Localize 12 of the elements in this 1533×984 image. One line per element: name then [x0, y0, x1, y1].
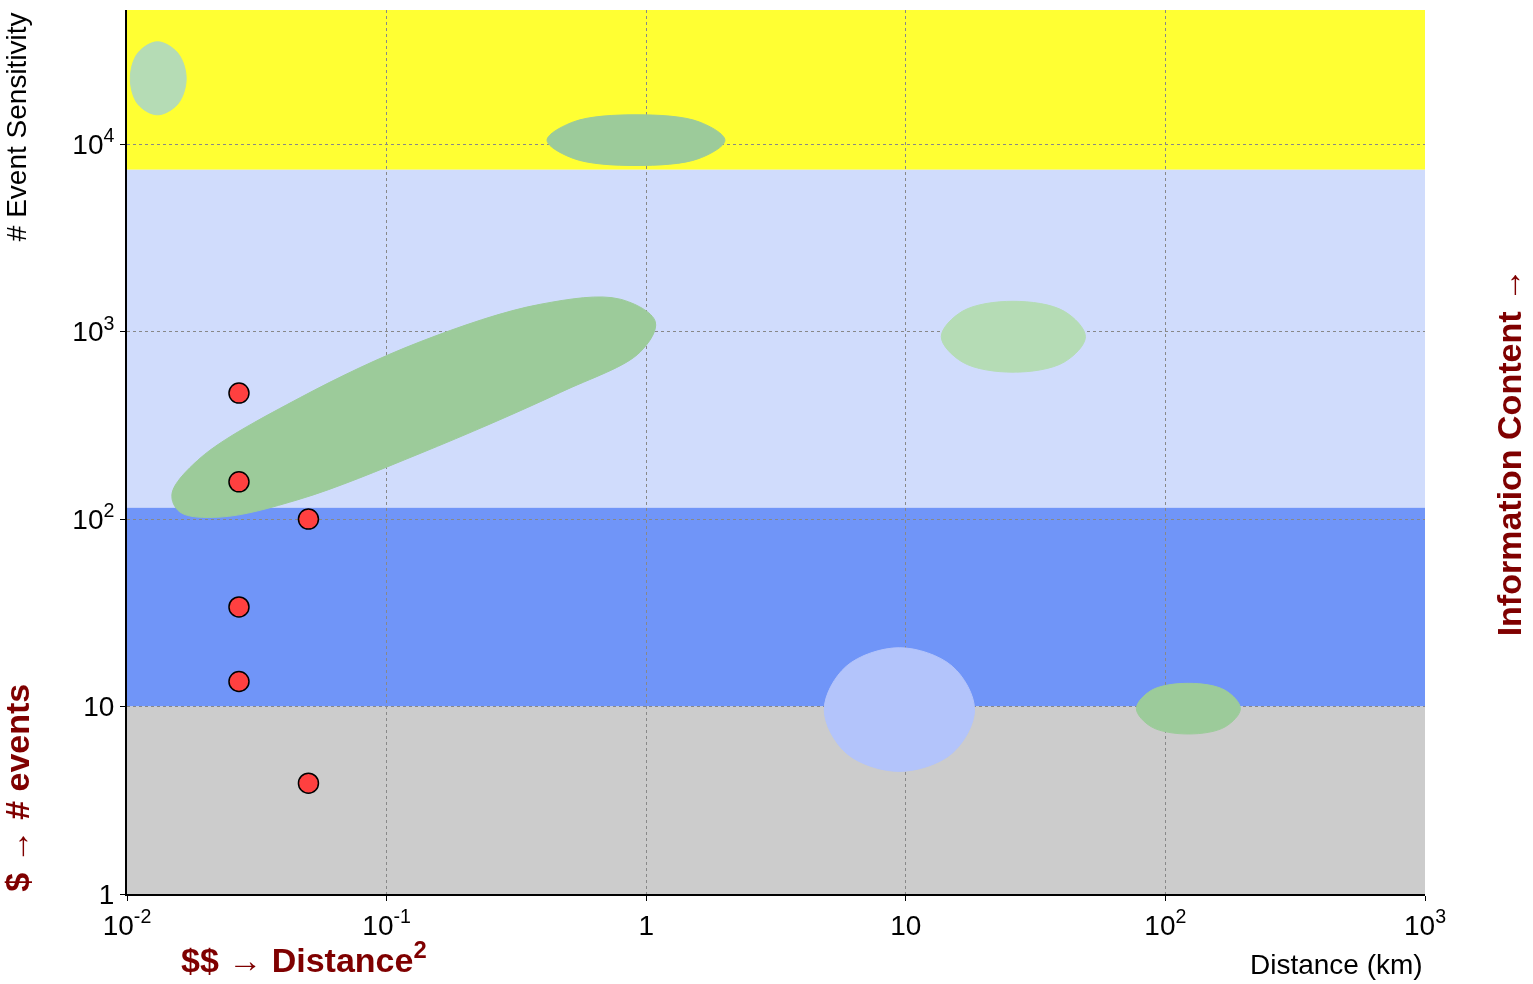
- x-tick-label: 10$^{3}$: [1403, 904, 1447, 941]
- x-tick-label: 10: [890, 909, 922, 941]
- y-tick-label: 10$^{2}$: [72, 499, 115, 535]
- x-tick-label: 10$^{2}$: [1144, 904, 1187, 941]
- text: $ → # events: [0, 683, 36, 892]
- text: Information Content →: [1490, 268, 1529, 637]
- y-tick-label: 10$^{4}$: [72, 124, 115, 161]
- y-tick-label: 10$^{3}$: [72, 311, 115, 348]
- y-tick-label: 10: [83, 691, 115, 723]
- y-axis-title: # Event Sensitivity: [1, 12, 33, 242]
- x-axis-title: Distance (km): [1250, 949, 1423, 980]
- x-tick-label: 1: [638, 909, 654, 941]
